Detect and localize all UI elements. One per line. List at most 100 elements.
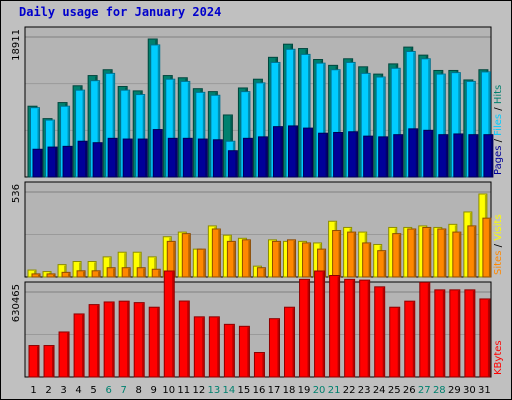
bar-shade-pages-day-3: [70, 147, 72, 177]
bar-sites-day-22: [347, 231, 357, 278]
bar-sites-day-23: [362, 242, 372, 278]
bar-shade-kbytes-day-7: [127, 302, 129, 377]
bar-kbytes-day-22: [344, 278, 356, 378]
bar-shade-sites-day-28: [443, 229, 446, 277]
legend-kbytes: KBytes: [493, 340, 504, 375]
bar-pages-day-19: [303, 127, 314, 178]
bar-shade-files-day-5: [97, 81, 100, 177]
bar-shade-files-day-7: [127, 91, 130, 177]
legend-files: Files: [493, 114, 504, 136]
bar-shade-kbytes-day-10: [172, 272, 174, 377]
bar-shade-kbytes-day-12: [202, 317, 204, 377]
bar-shade-pages-day-26: [415, 129, 418, 177]
bar-shade-kbytes-day-8: [142, 303, 144, 377]
bar-shade-files-day-24: [383, 78, 385, 177]
bar-shade-kbytes-day-6: [112, 302, 114, 377]
bar-pages-day-6: [107, 137, 118, 178]
day-label-22: 22: [343, 385, 356, 396]
bar-shade-files-day-17: [277, 63, 280, 177]
bar-sites-day-12: [196, 248, 206, 278]
bar-pages-day-5: [92, 142, 103, 178]
bar-shade-files-day-4: [82, 91, 85, 177]
day-label-28: 28: [433, 385, 446, 396]
bar-kbytes-day-21: [329, 274, 341, 378]
bar-pages-day-23: [363, 135, 374, 178]
bar-shade-pages-day-15: [250, 139, 252, 177]
bar-kbytes-day-19: [299, 278, 311, 378]
bar-shade-files-day-15: [247, 92, 250, 177]
day-label-1: 1: [30, 385, 36, 396]
bar-shade-kbytes-day-4: [82, 314, 84, 377]
bar-shade-sites-day-18: [293, 240, 296, 277]
bar-pages-day-12: [197, 138, 208, 178]
bar-kbytes-day-10: [163, 270, 175, 378]
bar-shade-sites-day-24: [383, 251, 386, 277]
bar-sites-day-7: [121, 267, 131, 278]
bar-pages-day-13: [212, 139, 223, 178]
legend-sites: Sites: [493, 251, 504, 275]
bar-shade-sites-day-8: [143, 268, 145, 277]
bar-shade-sites-day-10: [173, 242, 175, 277]
bar-shade-sites-day-6: [113, 268, 115, 277]
y-max-label: 536: [11, 184, 22, 203]
bar-shade-files-day-19: [308, 55, 310, 177]
bar-sites-day-18: [287, 239, 297, 278]
bar-shade-kbytes-day-25: [397, 308, 400, 377]
bar-shade-sites-day-22: [353, 233, 356, 277]
bar-shade-pages-day-5: [100, 143, 102, 177]
bar-sites-day-5: [91, 270, 101, 278]
bar-shade-kbytes-day-19: [307, 280, 310, 377]
bar-shade-pages-day-29: [460, 134, 463, 177]
legend-separator: /: [493, 241, 504, 251]
bar-sites-day-27: [422, 226, 432, 278]
day-label-8: 8: [136, 385, 142, 396]
bar-shade-sites-day-25: [398, 234, 401, 277]
bar-pages-day-26: [408, 128, 419, 178]
bar-shade-pages-day-9: [160, 130, 162, 177]
day-label-6: 6: [105, 385, 111, 396]
bar-shade-kbytes-day-24: [382, 287, 385, 377]
bar-shade-sites-day-3: [68, 273, 70, 277]
day-label-14: 14: [223, 385, 236, 396]
day-label-7: 7: [120, 385, 126, 396]
bar-sites-day-31: [482, 217, 492, 278]
bar-shade-pages-day-6: [115, 139, 117, 177]
bar-sites-day-28: [437, 228, 447, 278]
bar-shade-pages-day-10: [175, 139, 177, 177]
bar-kbytes-day-29: [449, 289, 461, 378]
bar-shade-files-day-27: [428, 59, 430, 177]
bar-shade-files-day-31: [488, 72, 490, 177]
bar-kbytes-day-31: [479, 298, 491, 378]
bar-shade-kbytes-day-21: [337, 276, 340, 377]
bar-kbytes-day-16: [253, 352, 265, 378]
legend-visits-sites: Sites / Visits: [493, 214, 504, 275]
bar-sites-day-25: [392, 233, 402, 278]
legend-visits: Visits: [493, 214, 504, 241]
bar-pages-day-7: [122, 138, 133, 178]
bar-kbytes-day-28: [434, 289, 446, 378]
bar-shade-sites-day-13: [218, 229, 220, 277]
bar-shade-pages-day-23: [370, 137, 373, 177]
bar-shade-kbytes-day-20: [322, 272, 325, 377]
bar-shade-files-day-1: [37, 108, 39, 177]
day-label-16: 16: [253, 385, 266, 396]
bar-shade-sites-day-17: [278, 242, 280, 277]
bar-shade-pages-day-28: [445, 135, 448, 177]
bar-pages-day-30: [468, 134, 479, 178]
bar-shade-files-day-18: [293, 50, 295, 177]
bar-kbytes-day-1: [28, 345, 40, 378]
bar-kbytes-day-20: [314, 270, 326, 378]
bar-shade-kbytes-day-22: [352, 280, 355, 377]
bar-pages-day-16: [257, 136, 268, 178]
day-label-25: 25: [388, 385, 401, 396]
bar-kbytes-day-12: [193, 316, 205, 378]
panel-visits-sites: 536 Sites / Visits: [11, 181, 504, 278]
bar-pages-day-17: [272, 126, 283, 178]
legend-separator: /: [493, 104, 504, 114]
bar-sites-day-6: [106, 267, 116, 278]
bar-kbytes-day-24: [374, 286, 386, 378]
bar-shade-visits-day-8: [139, 253, 141, 277]
bar-sites-day-19: [302, 242, 312, 278]
bar-shade-pages-day-11: [190, 139, 192, 177]
